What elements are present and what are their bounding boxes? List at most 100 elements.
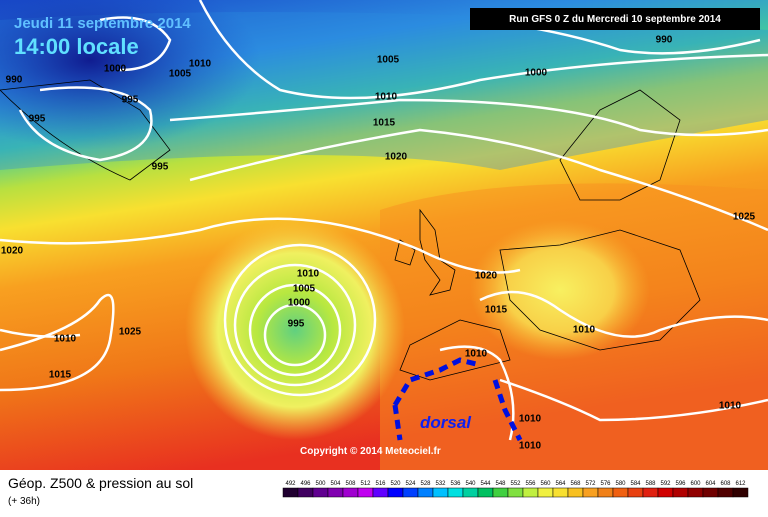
- scale-label: 508: [345, 481, 356, 487]
- scale-label: 492: [285, 481, 296, 487]
- scale-swatch: [282, 487, 299, 498]
- isobar-label: 1020: [1, 246, 24, 257]
- scale-label: 592: [660, 481, 671, 487]
- scale-swatch: [507, 487, 524, 498]
- scale-swatch: [312, 487, 329, 498]
- isobar-label: 1000: [104, 64, 127, 75]
- isobar-label: 995: [29, 114, 46, 125]
- date-label: Jeudi 11 septembre 2014: [14, 15, 191, 32]
- scale-swatch: [432, 487, 449, 498]
- scale-swatch: [597, 487, 614, 498]
- scale-swatch: [687, 487, 704, 498]
- scale-swatch: [357, 487, 374, 498]
- scale-label: 536: [450, 481, 461, 487]
- scale-swatch: [657, 487, 674, 498]
- isobar-label: 1025: [119, 327, 142, 338]
- isobar-label: 1010: [519, 414, 542, 425]
- scale-swatch: [402, 487, 419, 498]
- time-label: 14:00 locale: [14, 34, 139, 59]
- isobar-label: 1005: [293, 284, 316, 295]
- isobar-label: 1010: [54, 334, 77, 345]
- isobar-label: 1010: [297, 269, 320, 280]
- scale-label: 572: [585, 481, 596, 487]
- scale-label: 524: [405, 481, 416, 487]
- scale-swatch: [552, 487, 569, 498]
- scale-swatch: [297, 487, 314, 498]
- scale-label: 532: [435, 481, 446, 487]
- scale-label: 540: [465, 481, 476, 487]
- isobar-label: 1025: [733, 212, 756, 223]
- scale-swatch: [702, 487, 719, 498]
- scale-swatch: [342, 487, 359, 498]
- isobar-label: 1005: [169, 69, 192, 80]
- color-scale: 492 496 500 504 508 512 516 520 524 528 532 536 540 5…: [282, 481, 749, 498]
- scale-swatch: [522, 487, 539, 498]
- scale-label: 500: [315, 481, 326, 487]
- scale-swatch: [447, 487, 464, 498]
- scale-swatch: [327, 487, 344, 498]
- scale-label: 580: [615, 481, 626, 487]
- scale-label: 568: [570, 481, 581, 487]
- scale-label: 612: [735, 481, 746, 487]
- scale-swatch: [582, 487, 599, 498]
- scale-label: 512: [360, 481, 371, 487]
- scale-swatch: [612, 487, 629, 498]
- isobar-label: 1000: [525, 68, 548, 79]
- scale-label: 520: [390, 481, 401, 487]
- scale-label: 504: [330, 481, 341, 487]
- scale-label: 548: [495, 481, 506, 487]
- isobar-label: 1010: [519, 441, 542, 452]
- scale-label: 516: [375, 481, 386, 487]
- scale-label: 584: [630, 481, 641, 487]
- scale-swatch: [372, 487, 389, 498]
- scale-label: 600: [690, 481, 701, 487]
- footer-title: Géop. Z500 & pression au sol: [8, 475, 193, 491]
- copyright: Copyright © 2014 Meteociel.fr: [300, 446, 441, 457]
- scale-swatch: [567, 487, 584, 498]
- ridge-markers: [392, 357, 523, 442]
- scale-label: 552: [510, 481, 521, 487]
- scale-label: 596: [675, 481, 686, 487]
- scale-label: 496: [300, 481, 311, 487]
- dorsal-label: dorsal: [420, 413, 472, 432]
- isobar-label: 1015: [485, 305, 508, 316]
- scale-swatch: [462, 487, 479, 498]
- footer-lead: (+ 36h): [8, 496, 40, 507]
- scale-label: 556: [525, 481, 536, 487]
- isobar-label: 990: [656, 35, 673, 46]
- scale-swatch: [672, 487, 689, 498]
- scale-swatch: [417, 487, 434, 498]
- scale-swatch: [387, 487, 404, 498]
- isobar-label: 995: [122, 95, 139, 106]
- isobar-label: 1000: [288, 298, 311, 309]
- scale-label: 564: [555, 481, 566, 487]
- isobar-label: 1005: [377, 55, 400, 66]
- scale-swatch: [537, 487, 554, 498]
- scale-label: 576: [600, 481, 611, 487]
- isobar-label: 1020: [475, 271, 498, 282]
- isobar-label: 1010: [189, 59, 212, 70]
- isobar-label: 995: [288, 319, 305, 330]
- scale-swatch: [627, 487, 644, 498]
- scale-label: 560: [540, 481, 551, 487]
- scale-label: 588: [645, 481, 656, 487]
- scale-label: 608: [720, 481, 731, 487]
- isobar-label: 1015: [49, 370, 72, 381]
- scale-label: 604: [705, 481, 716, 487]
- ridge: [470, 220, 650, 360]
- run-banner: [470, 8, 760, 30]
- scale-swatch: [732, 487, 749, 498]
- isobar-label: 1015: [373, 118, 396, 129]
- isobar-label: 1010: [719, 401, 742, 412]
- scale-swatch: [717, 487, 734, 498]
- isobar-label: 1010: [573, 325, 596, 336]
- run-label: Run GFS 0 Z du Mercredi 10 septembre 201…: [509, 14, 721, 25]
- cold-core: [0, 0, 260, 150]
- scale-swatch: [477, 487, 494, 498]
- isobar-label: 995: [152, 162, 169, 173]
- scale-swatch: [642, 487, 659, 498]
- scale-label: 544: [480, 481, 491, 487]
